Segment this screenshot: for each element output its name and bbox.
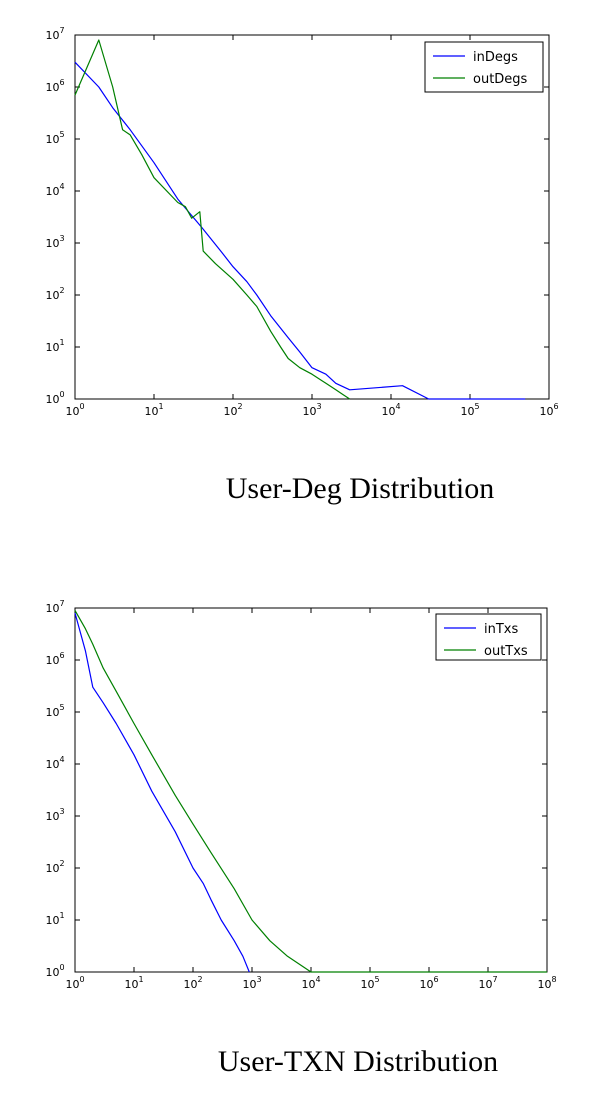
y-tick-label: 103: [45, 807, 64, 823]
chart-caption: User-Deg Distribution: [226, 472, 495, 505]
x-tick-label: 101: [144, 402, 163, 418]
legend-box: [424, 41, 544, 93]
y-tick-label: 102: [45, 859, 64, 875]
chart-caption: User-TXN Distribution: [218, 1045, 498, 1078]
x-tick-label: 104: [301, 975, 320, 991]
x-tick-label: 104: [381, 402, 400, 418]
series-line-inTxs: [74, 612, 250, 973]
legend-label: outDegs: [473, 72, 528, 87]
y-tick-label: 105: [45, 130, 64, 146]
y-tick-label: 104: [45, 182, 64, 198]
y-tick-label: 106: [45, 651, 64, 667]
legend: inTxs outTxs: [435, 613, 542, 661]
legend: inDegs outDegs: [424, 41, 544, 93]
y-tick-label: 107: [45, 26, 64, 42]
y-tick-label: 104: [45, 755, 64, 771]
series-line-inDegs: [74, 61, 526, 400]
series-line-outDegs: [74, 39, 351, 400]
y-axis: 100 101 102 103 104 105 106 107: [45, 599, 547, 979]
y-tick-label: 101: [45, 338, 64, 354]
series-group: [74, 39, 526, 400]
x-tick-label: 102: [183, 975, 202, 991]
y-tick-label: 100: [45, 963, 64, 979]
plot-area: [74, 34, 550, 400]
y-tick-label: 105: [45, 703, 64, 719]
legend-box: [435, 613, 542, 661]
legend-label: outTxs: [484, 644, 528, 659]
x-tick-label: 103: [242, 975, 261, 991]
y-tick-label: 107: [45, 599, 64, 615]
y-tick-label: 106: [45, 78, 64, 94]
x-tick-label: 103: [302, 402, 321, 418]
plot-area: [74, 607, 548, 973]
y-axis: 100 101 102 103 104 105 106 107: [45, 26, 549, 406]
x-tick-label: 108: [537, 975, 556, 991]
y-tick-label: 102: [45, 286, 64, 302]
x-axis: 100 101 102 103 104 105 106: [65, 35, 559, 418]
series-group: [74, 610, 547, 973]
x-tick-label: 102: [223, 402, 242, 418]
x-tick-label: 100: [65, 402, 84, 418]
x-tick-label: 101: [124, 975, 143, 991]
x-tick-label: 105: [460, 402, 479, 418]
x-axis: 100 101 102 103 104 105 106 107 108: [65, 608, 557, 991]
x-tick-label: 107: [478, 975, 497, 991]
x-tick-label: 106: [419, 975, 438, 991]
legend-label: inTxs: [484, 622, 518, 637]
x-tick-label: 105: [360, 975, 379, 991]
user-deg-chart: 100 101 102 103 104 105 106 100 101 102 103 104 105…: [45, 26, 558, 505]
legend-label: inDegs: [473, 50, 518, 65]
user-txn-chart: 100 101 102 103 104 105 106 107 108 100 101 102 103…: [45, 599, 556, 1078]
series-line-outTxs: [74, 610, 547, 973]
y-tick-label: 103: [45, 234, 64, 250]
x-tick-label: 106: [539, 402, 558, 418]
y-tick-label: 100: [45, 390, 64, 406]
x-tick-label: 100: [65, 975, 84, 991]
y-tick-label: 101: [45, 911, 64, 927]
